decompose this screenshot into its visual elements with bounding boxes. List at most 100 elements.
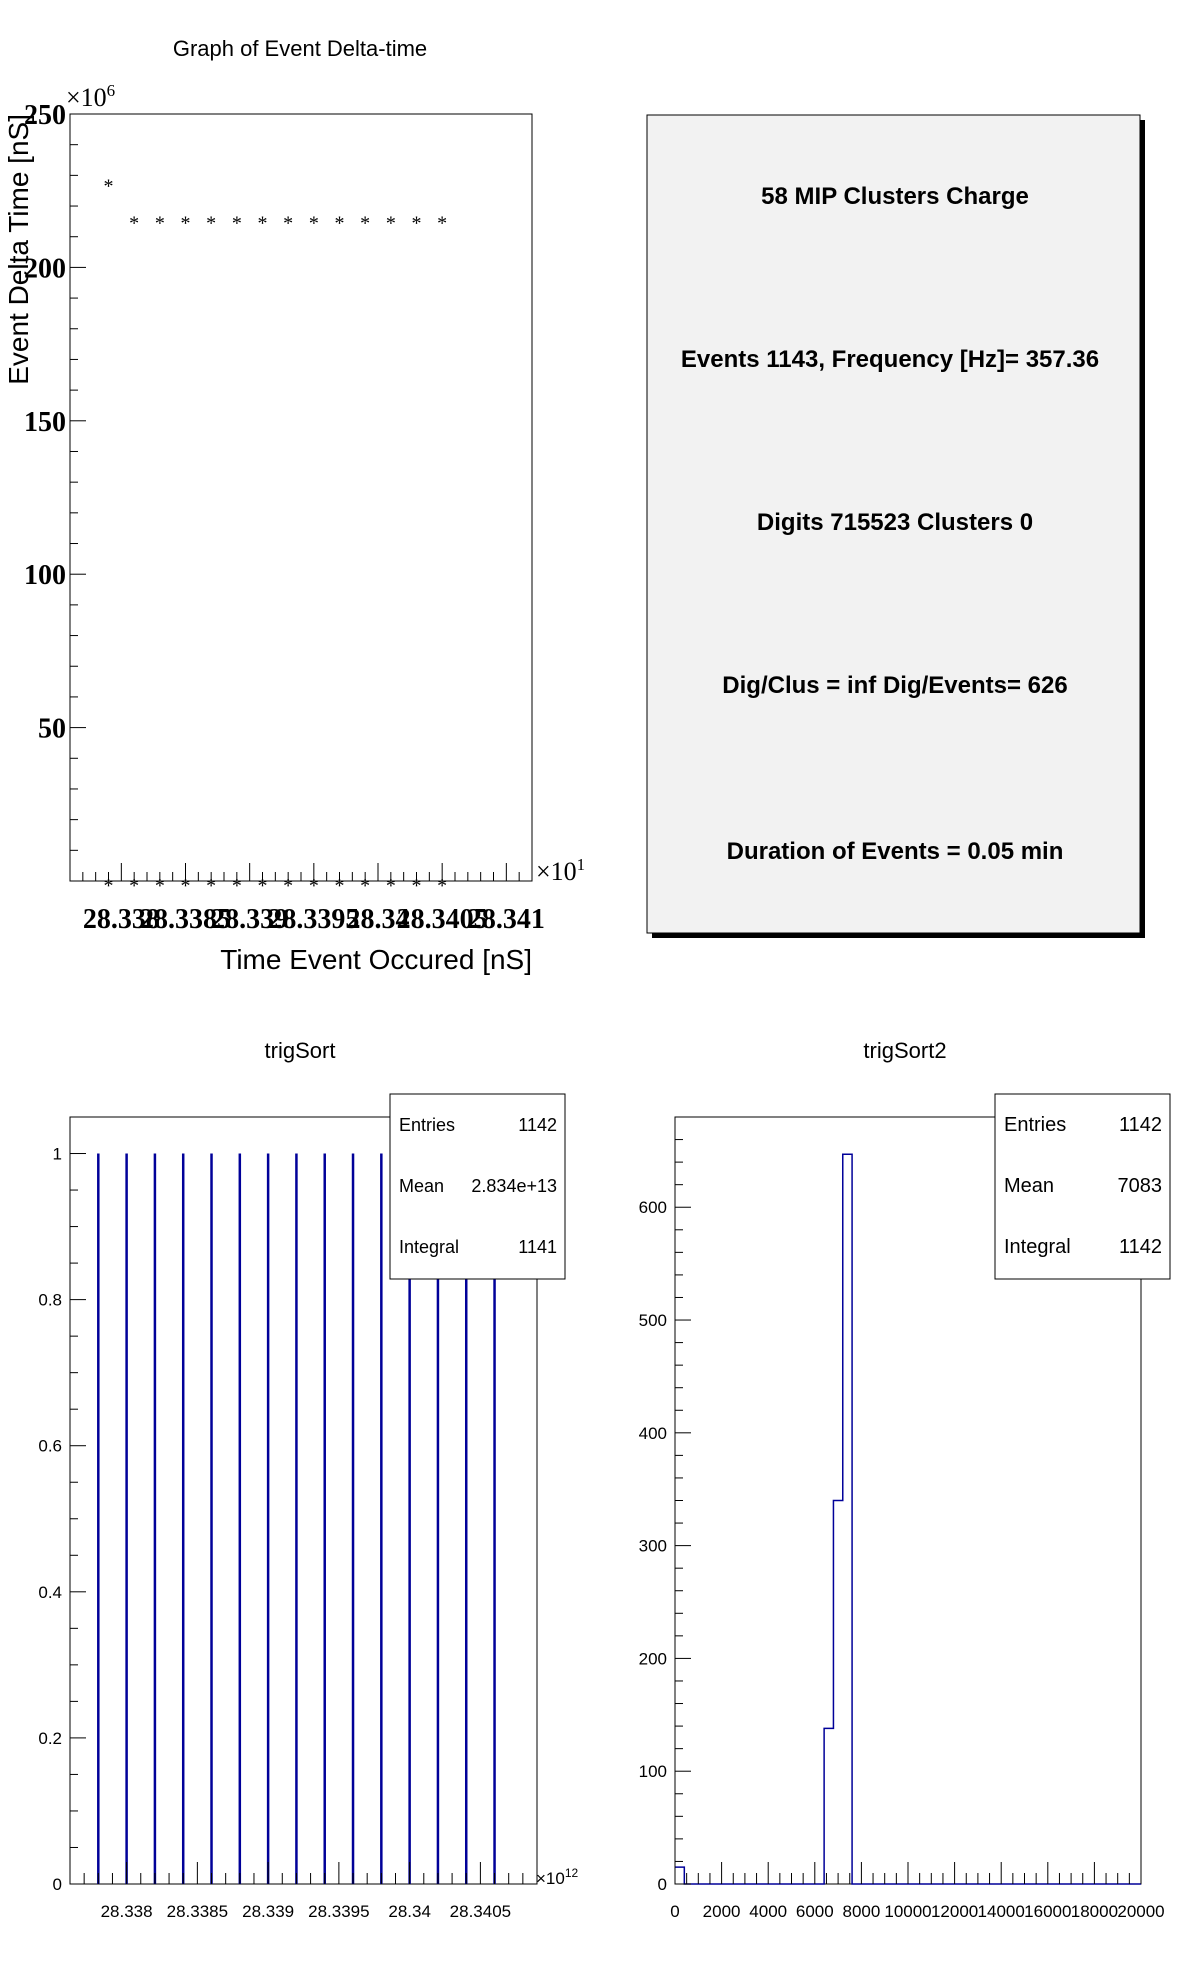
info-panel: 58 MIP Clusters Charge Events 1143, Freq… [646,114,1145,938]
trigsort-y-tick-label: 1 [53,1145,62,1164]
graph-point: * [335,875,345,897]
graph-x-axis-label: Time Event Occured [nS] [220,944,532,975]
info-line-1: 58 MIP Clusters Charge [761,183,1029,210]
svg-text:×106: ×106 [66,81,115,112]
graph-points: * * * * * * * * * * * * * * * * * * * * * * * * * * * * [104,175,448,897]
graph-point: * [206,875,216,897]
graph-x-tick-label: 28.34 [347,904,410,935]
graph-point: * [412,212,422,234]
graph-point: * [181,875,191,897]
graph-x-exponent-power: 1 [577,855,586,874]
trigsort2-y-tick-label: 300 [639,1537,667,1556]
trigsort2-y-ticks: 0 100 200 300 400 500 600 [639,1116,691,1894]
trigsort-stat-integral-label: Integral [399,1237,459,1257]
graph-point: * [412,875,422,897]
trigsort2-y-tick-label: 400 [639,1424,667,1443]
trigsort2-x-tick-label: 14000 [978,1902,1025,1921]
graph-point: * [258,875,268,897]
graph-point: * [360,875,370,897]
graph-point: * [258,212,268,234]
trigsort-y-ticks: 0 0.2 0.4 0.6 0.8 1 [38,1145,86,1894]
trigsort-stat-entries-label: Entries [399,1115,455,1135]
trigsort2-histogram: trigSort2 0 100 200 300 400 500 600 0 2000 4000 6… [639,1038,1171,1921]
trigsort-x-tick-label: 28.34 [388,1902,431,1921]
graph-point: * [283,875,293,897]
graph-title: Graph of Event Delta-time [173,36,427,61]
svg-text:×1012: ×1012 [536,1866,579,1888]
trigsort2-y-tick-label: 0 [658,1875,667,1894]
graph-point: * [104,875,114,897]
svg-text:×101: ×101 [536,855,585,886]
trigsort-spikes [97,1153,496,1884]
trigsort-frame [69,1116,538,1885]
trigsort2-x-tick-label: 20000 [1117,1902,1164,1921]
trigsort-x-tick-label: 28.338 [101,1902,153,1921]
trigsort-stats-box: Entries 1142 Mean 2.834e+13 Integral 114… [389,1093,566,1280]
trigsort2-x-tick-label: 16000 [1024,1902,1071,1921]
info-line-5: Duration of Events = 0.05 min [727,838,1064,865]
graph-x-tick-label: 28.3405 [397,904,488,935]
graph-y-tick-label: 50 [38,714,66,745]
trigsort2-stats-box: Entries 1142 Mean 7083 Integral 1142 [994,1093,1171,1280]
graph-frame [69,113,533,882]
graph-x-tick-label: 28.339 [211,904,288,935]
trigsort2-y-tick-label: 500 [639,1311,667,1330]
graph-x-ticks: 28.33828.338528.33928.339528.3428.340528… [69,863,545,935]
trigsort-y-tick-label: 0.2 [38,1729,62,1748]
graph-point: * [386,212,396,234]
graph-point: * [206,212,216,234]
trigsort2-x-tick-label: 10000 [884,1902,931,1921]
graph-point: * [360,212,370,234]
trigsort-stat-mean-label: Mean [399,1176,444,1196]
trigsort2-x-tick-label: 12000 [931,1902,978,1921]
trigsort-y-tick-label: 0.6 [38,1437,62,1456]
graph-point: * [129,875,139,897]
trigsort2-x-tick-label: 0 [670,1902,679,1921]
trigsort-stat-entries-value: 1142 [518,1115,557,1135]
trigsort-histogram: trigSort 00.20.40.60.81 28.338 28.3385 28.… [38,1038,578,1921]
trigsort2-x-ticks: 0 2000 4000 6000 8000 10000 12000 14000 16000 180… [670,1862,1165,1921]
info-line-4: Dig/Clus = inf Dig/Events= 626 [722,672,1067,699]
trigsort2-stat-entries-label: Entries [1004,1114,1066,1136]
graph-point: * [104,175,114,197]
trigsort2-title: trigSort2 [863,1038,946,1063]
graph-point: * [386,875,396,897]
info-line-2: Events 1143, Frequency [Hz]= 357.36 [681,346,1099,373]
trigsort2-x-tick-label: 4000 [749,1902,787,1921]
graph-y-tick-label: 150 [24,407,66,438]
graph-x-tick-label: 28.3385 [140,904,231,935]
graph-y-tick-label: 250 [24,100,66,131]
graph-x-tick-label: 28.338 [83,904,160,935]
trigsort-x-tick-label: 28.3405 [450,1902,511,1921]
trigsort-y-tick-label: 0.8 [38,1291,62,1310]
graph-point: * [437,875,447,897]
graph-point: * [129,212,139,234]
graph-y-tick-label: 200 [24,253,66,284]
trigsort-x-ticks: 28.338 28.3385 28.339 28.3395 28.34 28.3405 [69,1862,538,1921]
trigsort-stat-integral-value: 1141 [518,1237,557,1257]
graph-point: * [155,212,165,234]
graph-x-tick-label: 28.3395 [268,904,359,935]
trigsort-x-exponent: ×1012 [536,1866,579,1888]
trigsort2-stat-integral-label: Integral [1004,1236,1071,1258]
graph-point: * [437,212,447,234]
delta-time-graph: Graph of Event Delta-time 50 100 150 200 250… [3,36,585,975]
graph-point: * [309,875,319,897]
trigsort-x-tick-label: 28.339 [242,1902,294,1921]
trigsort-x-exponent-power: 12 [565,1866,579,1880]
graph-point: * [181,212,191,234]
trigsort2-x-tick-label: 18000 [1071,1902,1118,1921]
graph-x-exponent: ×101 [536,855,585,886]
trigsort-x-tick-label: 28.3395 [308,1902,369,1921]
graph-y-ticks: 50 100 150 200 250 [24,100,86,851]
graph-point: * [232,875,242,897]
graph-x-exponent-base: ×10 [536,857,577,886]
trigsort-y-tick-label: 0 [53,1875,62,1894]
trigsort-title: trigSort [265,1038,336,1063]
trigsort2-x-tick-label: 2000 [703,1902,741,1921]
trigsort-x-exponent-base: ×10 [536,1869,565,1888]
graph-y-exponent-power: 6 [107,81,116,100]
trigsort2-stat-mean-value: 7083 [1118,1175,1163,1197]
graph-y-axis-label: Event Delta Time [nS] [3,114,34,385]
